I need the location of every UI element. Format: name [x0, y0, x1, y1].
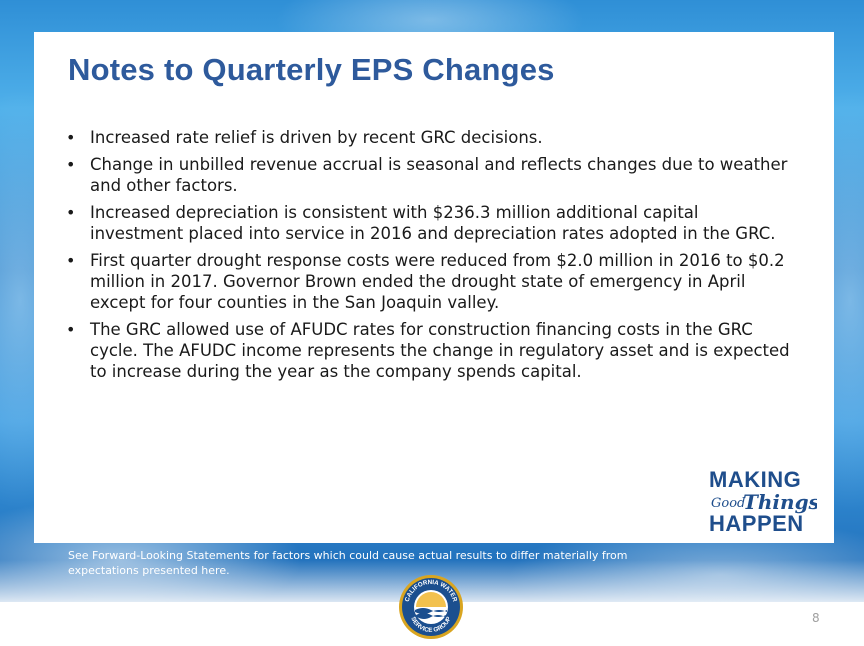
bullet-text: Increased rate relief is driven by recen… — [90, 128, 543, 147]
seal-wave — [415, 608, 447, 614]
content-panel — [34, 32, 834, 543]
bullet-marker: • — [66, 203, 76, 222]
bullet-item: • Increased depreciation is consistent w… — [66, 202, 796, 244]
seal-sun — [416, 592, 446, 607]
bullet-marker: • — [66, 128, 76, 147]
bullet-marker: • — [66, 320, 76, 339]
bullet-text: The GRC allowed use of AFUDC rates for c… — [90, 320, 790, 381]
logo-line-making: MAKING — [709, 467, 801, 492]
bullet-text: First quarter drought response costs wer… — [90, 251, 785, 312]
seal-wave — [416, 613, 446, 619]
bullet-item: • First quarter drought response costs w… — [66, 250, 796, 313]
bullet-text: Increased depreciation is consistent wit… — [90, 203, 776, 243]
bullet-marker: • — [66, 155, 76, 174]
page-number: 8 — [812, 611, 820, 625]
logo-line-good: Good — [711, 496, 745, 511]
logo-line-things: Things — [743, 490, 817, 514]
bullet-item: • The GRC allowed use of AFUDC rates for… — [66, 319, 796, 382]
bullet-item: • Increased rate relief is driven by rec… — [66, 127, 796, 148]
california-water-service-seal: CALIFORNIA WATER SERVICE GROUP — [399, 575, 463, 639]
bullet-text: Change in unbilled revenue accrual is se… — [90, 155, 788, 195]
forward-looking-footnote: See Forward-Looking Statements for facto… — [68, 549, 628, 577]
logo-line-happen: HAPPEN — [709, 511, 804, 536]
bullet-list: • Increased rate relief is driven by rec… — [66, 127, 796, 388]
bullet-marker: • — [66, 251, 76, 270]
making-good-things-happen-logo: MAKING Good Things HAPPEN — [709, 467, 817, 536]
slide-title: Notes to Quarterly EPS Changes — [68, 52, 555, 87]
bullet-item: • Change in unbilled revenue accrual is … — [66, 154, 796, 196]
